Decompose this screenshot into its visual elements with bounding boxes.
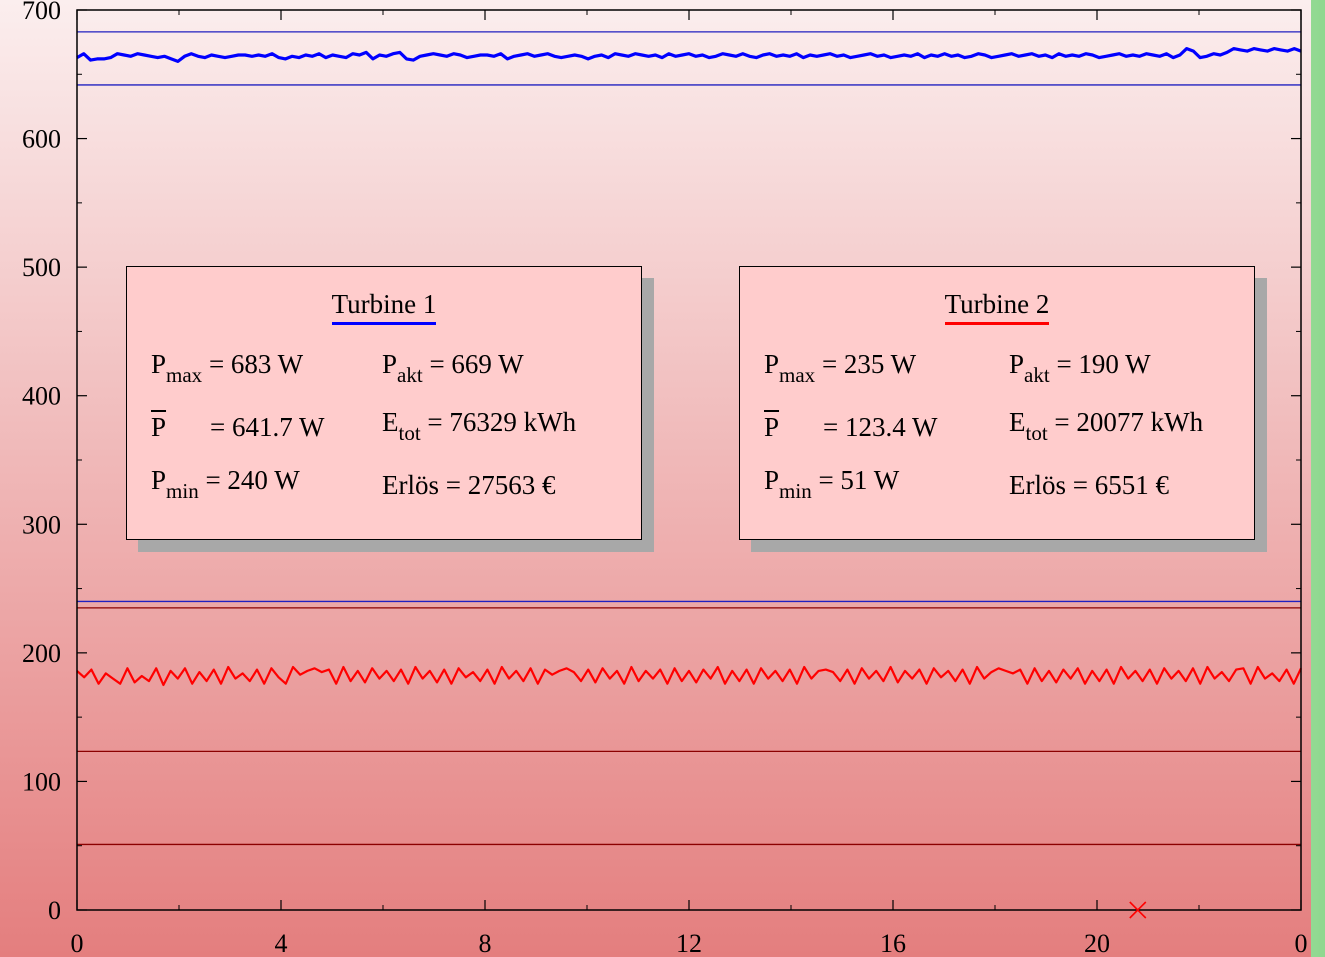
turbine-1-etot: Etot = 76329 kWh bbox=[382, 407, 577, 444]
x-tick-label: 16 bbox=[880, 929, 906, 957]
y-tick-label: 0 bbox=[48, 896, 61, 925]
turbine-2-box: Turbine 2 Pmax = 235 W Pakt = 190 W P = 1… bbox=[739, 266, 1255, 540]
turbine-2-etot: Etot = 20077 kWh bbox=[1009, 407, 1204, 444]
etot-value: = 20077 kWh bbox=[1054, 407, 1204, 437]
pmin-sub: min bbox=[166, 479, 199, 503]
turbine-2-title: Turbine 2 bbox=[740, 289, 1254, 325]
pmin-sub: min bbox=[779, 479, 812, 503]
x-tick-label: 12 bbox=[676, 929, 702, 957]
etot-var: E bbox=[1009, 407, 1026, 437]
y-tick-label: 300 bbox=[22, 510, 61, 539]
y-tick-label: 200 bbox=[22, 639, 61, 668]
pakt-value: = 669 W bbox=[429, 349, 524, 379]
turbine-1-pmin: Pmin = 240 W bbox=[151, 465, 300, 502]
pmean-var: P bbox=[764, 412, 780, 442]
turbine-2-pakt: Pakt = 190 W bbox=[1009, 349, 1151, 386]
pmean-var: P bbox=[151, 412, 167, 442]
turbine-1-box: Turbine 1 Pmax = 683 W Pakt = 669 W P = 6… bbox=[126, 266, 642, 540]
pmean-value: = 641.7 W bbox=[210, 412, 325, 442]
pmax-value: = 235 W bbox=[821, 349, 917, 379]
turbine-2-erloes: Erlös = 6551 € bbox=[1009, 470, 1169, 500]
turbine-1-pmean: P = 641.7 W bbox=[151, 412, 325, 443]
x-tick-label: 0 bbox=[71, 929, 84, 957]
turbine-2-pmin: Pmin = 51 W bbox=[764, 465, 900, 502]
pakt-var: P bbox=[382, 349, 398, 379]
y-tick-label: 400 bbox=[22, 382, 61, 411]
pmax-var: P bbox=[764, 349, 780, 379]
pakt-sub: akt bbox=[1024, 363, 1050, 387]
pmin-value: = 240 W bbox=[205, 465, 300, 495]
pakt-var: P bbox=[1009, 349, 1025, 379]
current-time-marker bbox=[1129, 901, 1147, 919]
x-tick-label: 20 bbox=[1084, 929, 1110, 957]
pmin-value: = 51 W bbox=[818, 465, 900, 495]
turbine-2-title-text: Turbine 2 bbox=[944, 289, 1050, 325]
pmax-sub: max bbox=[779, 363, 816, 387]
turbine-1-pmax: Pmax = 683 W bbox=[151, 349, 304, 386]
turbine-1-title: Turbine 1 bbox=[127, 289, 641, 325]
turbine-1-title-text: Turbine 1 bbox=[331, 289, 437, 325]
x-tick-label: 8 bbox=[479, 929, 492, 957]
series-line-2 bbox=[76, 665, 1302, 687]
series-line-1 bbox=[76, 46, 1302, 64]
etot-sub: tot bbox=[1025, 421, 1048, 445]
pakt-sub: akt bbox=[397, 363, 423, 387]
y-tick-label: 500 bbox=[22, 253, 61, 282]
pakt-value: = 190 W bbox=[1056, 349, 1151, 379]
turbine-2-pmax: Pmax = 235 W bbox=[764, 349, 917, 386]
y-tick-label: 700 bbox=[22, 0, 61, 25]
pmax-value: = 683 W bbox=[208, 349, 304, 379]
etot-value: = 76329 kWh bbox=[427, 407, 577, 437]
turbine-1-erloes: Erlös = 27563 € bbox=[382, 470, 556, 500]
pmax-var: P bbox=[151, 349, 167, 379]
x-tick-label: 4 bbox=[275, 929, 288, 957]
etot-sub: tot bbox=[398, 421, 421, 445]
y-tick-label: 100 bbox=[22, 767, 61, 796]
pmax-sub: max bbox=[166, 363, 203, 387]
y-tick-label: 600 bbox=[22, 125, 61, 154]
pmin-var: P bbox=[151, 465, 167, 495]
turbine-2-pmean: P = 123.4 W bbox=[764, 412, 938, 443]
x-tick-label: 0 bbox=[1295, 929, 1308, 957]
pmin-var: P bbox=[764, 465, 780, 495]
etot-var: E bbox=[382, 407, 399, 437]
pmean-value: = 123.4 W bbox=[823, 412, 938, 442]
turbine-1-pakt: Pakt = 669 W bbox=[382, 349, 524, 386]
